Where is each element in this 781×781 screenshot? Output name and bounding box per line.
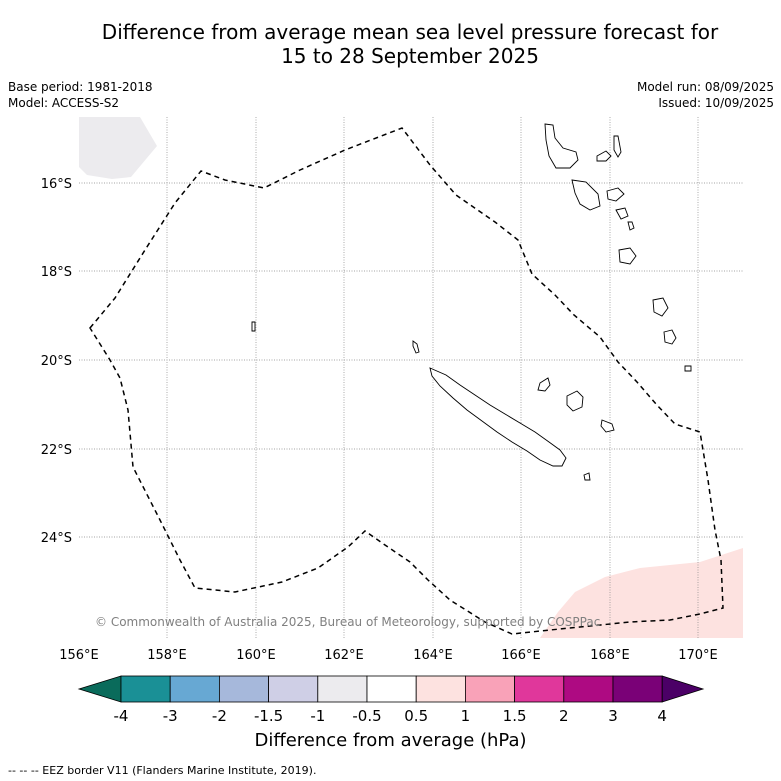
- belep-islands: [412, 340, 420, 354]
- lat-tick-label: 18°S: [41, 265, 72, 280]
- colorbar-swatch: [218, 675, 269, 703]
- colorbar-label: Difference from average (hPa): [254, 730, 527, 751]
- meta-right: Model run: 08/09/2025 Issued: 10/09/2025: [637, 79, 774, 111]
- vanuatu-island-b: [596, 150, 612, 162]
- vanuatu-island-c: [613, 135, 622, 158]
- map-frame: [79, 117, 743, 638]
- colorbar-swatch: [366, 675, 417, 703]
- colorbar-swatch: [268, 675, 319, 703]
- vanuatu-erromango: [618, 247, 637, 265]
- base-period-text: Base period: 1981-2018: [8, 80, 153, 94]
- colorbar-swatch: [514, 675, 565, 703]
- colorbar-under-arrow: [77, 675, 122, 703]
- lon-tick-label: 168°E: [590, 648, 630, 663]
- colorbar-swatch: [415, 675, 466, 703]
- vanuatu-island-e: [627, 221, 635, 231]
- lon-tick-label: 156°E: [59, 648, 99, 663]
- colorbar-swatch: [317, 675, 368, 703]
- colorbar-swatch: [612, 675, 663, 703]
- colorbar-tick-label: -4: [114, 707, 129, 725]
- small-island-a: [583, 472, 591, 481]
- model-text: Model: ACCESS-S2: [8, 96, 120, 110]
- colorbar-tick-label: -0.5: [352, 707, 381, 725]
- island-g: [684, 365, 692, 372]
- colorbar-tick-label: 2: [559, 707, 569, 725]
- eez-border: [89, 127, 724, 635]
- colorbar-swatch: [464, 675, 515, 703]
- colorbar-tick-label: 0.5: [404, 707, 428, 725]
- loyalty-island-1: [537, 377, 551, 392]
- colorbar-tick-label: 1.5: [503, 707, 527, 725]
- lat-tick-label: 22°S: [41, 443, 72, 458]
- loyalty-island-3: [600, 419, 615, 433]
- lon-tick-labels: 156°E 158°E 160°E 162°E 164°E 166°E 168°…: [59, 648, 718, 663]
- coastlines: [251, 123, 692, 481]
- colorbar-tick-label: -1.5: [254, 707, 283, 725]
- issued-text: Issued: 10/09/2025: [658, 96, 774, 110]
- vanuatu-tanna: [652, 297, 669, 317]
- negative-anomaly-area: [79, 117, 157, 179]
- eez-legend-footer: -- -- -- EEZ border V11 (Flanders Marine…: [8, 764, 317, 777]
- loyalty-island-2: [566, 390, 584, 412]
- island-f: [663, 329, 677, 345]
- lon-tick-label: 166°E: [501, 648, 541, 663]
- lat-tick-label: 16°S: [41, 177, 72, 192]
- colorbar-tick-label: -1: [310, 707, 325, 725]
- map-title-line2: 15 to 28 September 2025: [281, 44, 539, 68]
- colorbar-over-arrow: [661, 675, 705, 703]
- vanuatu-malakula: [571, 179, 601, 211]
- lon-tick-label: 170°E: [678, 648, 718, 663]
- colorbar-swatch: [563, 675, 614, 703]
- colorbar-tick-label: 4: [657, 707, 667, 725]
- lat-tick-label: 20°S: [41, 354, 72, 369]
- colorbar-tick-label: 1: [461, 707, 471, 725]
- chesterfield-islet: [251, 321, 256, 332]
- model-run-text: Model run: 08/09/2025: [636, 80, 774, 94]
- vanuatu-island-d: [606, 187, 625, 202]
- vanuatu-espiritu-santo: [544, 123, 579, 169]
- colorbar-swatch: [169, 675, 220, 703]
- colorbar-tick-label: -3: [163, 707, 178, 725]
- colorbar-tick-label: -2: [212, 707, 227, 725]
- colorbar: -4 -3 -2 -1.5 -1 -0.5 0.5 1 1.5 2 3 4: [77, 675, 705, 725]
- lat-tick-label: 24°S: [41, 531, 72, 546]
- map-title-line1: Difference from average mean sea level p…: [101, 20, 719, 44]
- new-caledonia-island: [429, 367, 567, 467]
- lat-tick-labels: 16°S 18°S 20°S 22°S 24°S: [41, 177, 72, 546]
- colorbar-tick-label: 3: [608, 707, 618, 725]
- gridlines: [79, 117, 743, 638]
- lon-tick-label: 162°E: [324, 648, 364, 663]
- copyright-text: © Commonwealth of Australia 2025, Bureau…: [95, 615, 600, 629]
- meta-left: Base period: 1981-2018 Model: ACCESS-S2: [8, 79, 153, 111]
- vanuatu-efate: [615, 207, 629, 220]
- positive-anomaly-area: [540, 548, 743, 638]
- lon-tick-label: 160°E: [236, 648, 276, 663]
- lon-tick-label: 158°E: [147, 648, 187, 663]
- lon-tick-label: 164°E: [413, 648, 453, 663]
- colorbar-swatch: [120, 675, 171, 703]
